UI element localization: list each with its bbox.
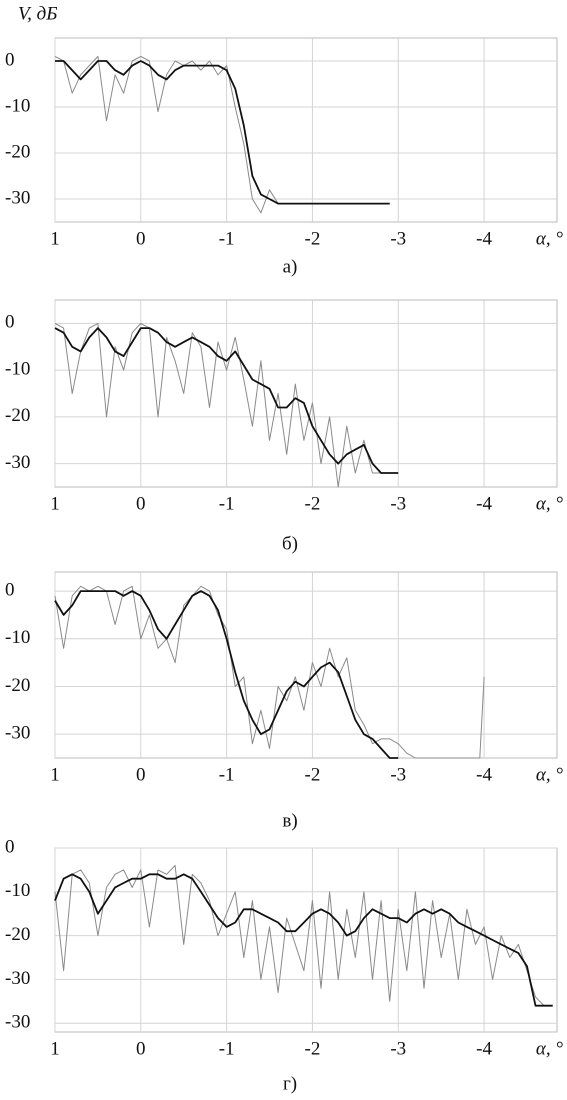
x-tick-label: -2 [305, 228, 321, 249]
x-tick-label: -4 [476, 228, 492, 249]
x-tick-label: -1 [219, 493, 235, 514]
x-tick-label: -2 [305, 1038, 321, 1059]
x-axis-label: α, ° [536, 1038, 563, 1059]
x-axis-label: α, ° [536, 764, 563, 785]
y-tick-label: -20 [5, 141, 30, 162]
y-tick-label: -10 [5, 358, 30, 379]
x-tick-label: -3 [390, 1038, 406, 1059]
x-tick-label: -3 [390, 764, 406, 785]
x-tick-label: -2 [305, 764, 321, 785]
y-tick-label: -30 [5, 723, 30, 744]
y-tick-label: -10 [5, 880, 30, 901]
y-tick-label: 0 [5, 312, 15, 333]
measured-line [54, 322, 399, 488]
smoothed-line [54, 590, 399, 759]
x-tick-label: 0 [136, 493, 146, 514]
plot-area [54, 299, 558, 488]
x-tick-label: 0 [136, 228, 146, 249]
caption: в) [282, 810, 297, 831]
x-tick-label: -2 [305, 493, 321, 514]
y-tick-label: -20 [5, 405, 30, 426]
y-tick-label: -30 [5, 1012, 30, 1033]
y-tick-label: 0 [5, 836, 15, 857]
caption: г) [283, 1073, 297, 1094]
y-tick-label: -20 [5, 924, 30, 945]
y-tick-label: -20 [5, 675, 30, 696]
x-tick-label: -1 [219, 1038, 235, 1059]
x-tick-label: -1 [219, 228, 235, 249]
x-tick-label: 0 [136, 764, 146, 785]
y-tick-label: -10 [5, 95, 30, 116]
x-tick-label: -4 [476, 1038, 492, 1059]
x-tick-label: 1 [50, 764, 60, 785]
caption: а) [283, 256, 298, 277]
caption: б) [282, 533, 298, 554]
x-tick-label: 0 [136, 1038, 146, 1059]
x-axis-label: α, ° [536, 493, 563, 514]
x-tick-label: 1 [50, 228, 60, 249]
y-tick-label: -30 [5, 968, 30, 989]
plot-area [54, 847, 558, 1033]
x-tick-label: -4 [476, 764, 492, 785]
x-tick-label: -4 [476, 493, 492, 514]
smoothed-line [54, 327, 399, 474]
x-tick-label: 1 [50, 1038, 60, 1059]
smoothed-line [55, 60, 390, 205]
plot-area [54, 37, 558, 223]
y-tick-label: 0 [5, 49, 15, 70]
y-tick-label: -30 [5, 452, 30, 473]
smoothed-line [54, 873, 553, 1007]
x-axis-label: α, ° [536, 228, 563, 249]
y-axis-label: V, дБ [18, 3, 57, 24]
y-tick-label: -10 [5, 627, 30, 648]
x-tick-label: -3 [390, 228, 406, 249]
plot-area [54, 571, 558, 759]
x-tick-label: 1 [50, 493, 60, 514]
x-tick-label: -1 [219, 764, 235, 785]
measured-line [54, 865, 553, 1007]
x-tick-label: -3 [390, 493, 406, 514]
y-tick-label: -30 [5, 187, 30, 208]
y-tick-label: 0 [5, 579, 15, 600]
